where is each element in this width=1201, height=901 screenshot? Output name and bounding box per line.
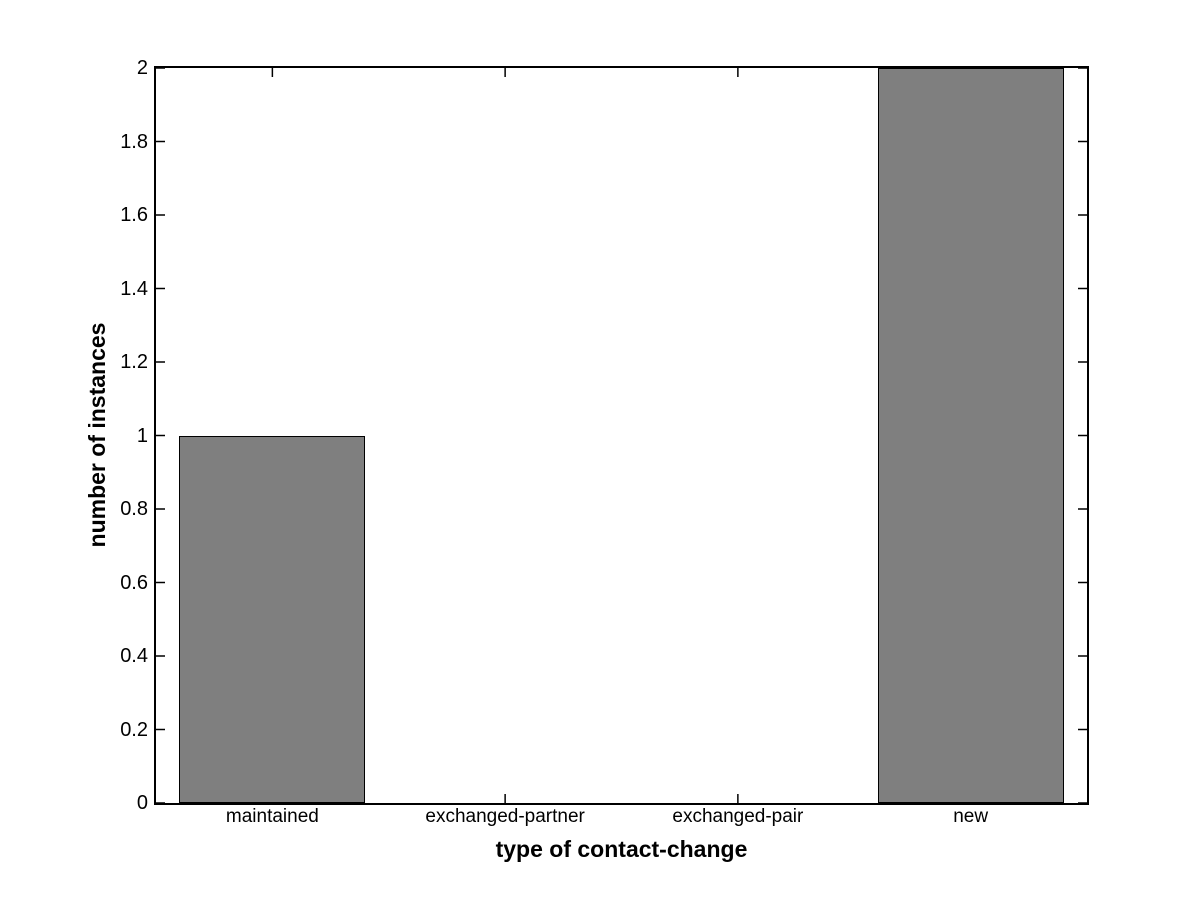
y-tick-label: 0.4 <box>120 645 148 667</box>
x-tick-label-exchanged-partner: exchanged-partner <box>425 806 585 827</box>
x-tick-label-maintained: maintained <box>225 806 319 827</box>
y-tick-label: 0.6 <box>120 571 148 594</box>
x-tick-label-new: new <box>953 806 989 827</box>
y-tick-label: 1.4 <box>120 277 148 300</box>
y-tick-label: 2 <box>136 57 148 79</box>
y-tick-label: 1.2 <box>120 351 148 373</box>
plot-area <box>154 66 1089 805</box>
y-tick-label: 0.2 <box>120 718 148 741</box>
bar-new <box>877 68 1064 803</box>
y-tick-label: 1 <box>136 424 148 447</box>
y-tick-label: 0 <box>136 792 148 814</box>
y-tick-label: 1.6 <box>120 204 148 226</box>
x-axis-label: type of contact-change <box>495 836 748 862</box>
y-tick-label: 0.8 <box>120 498 148 520</box>
bars-container <box>156 68 1087 803</box>
x-tick-label-exchanged-pair: exchanged-pair <box>672 806 804 827</box>
y-tick-label: 1.8 <box>120 130 148 153</box>
bar-maintained <box>179 435 366 803</box>
